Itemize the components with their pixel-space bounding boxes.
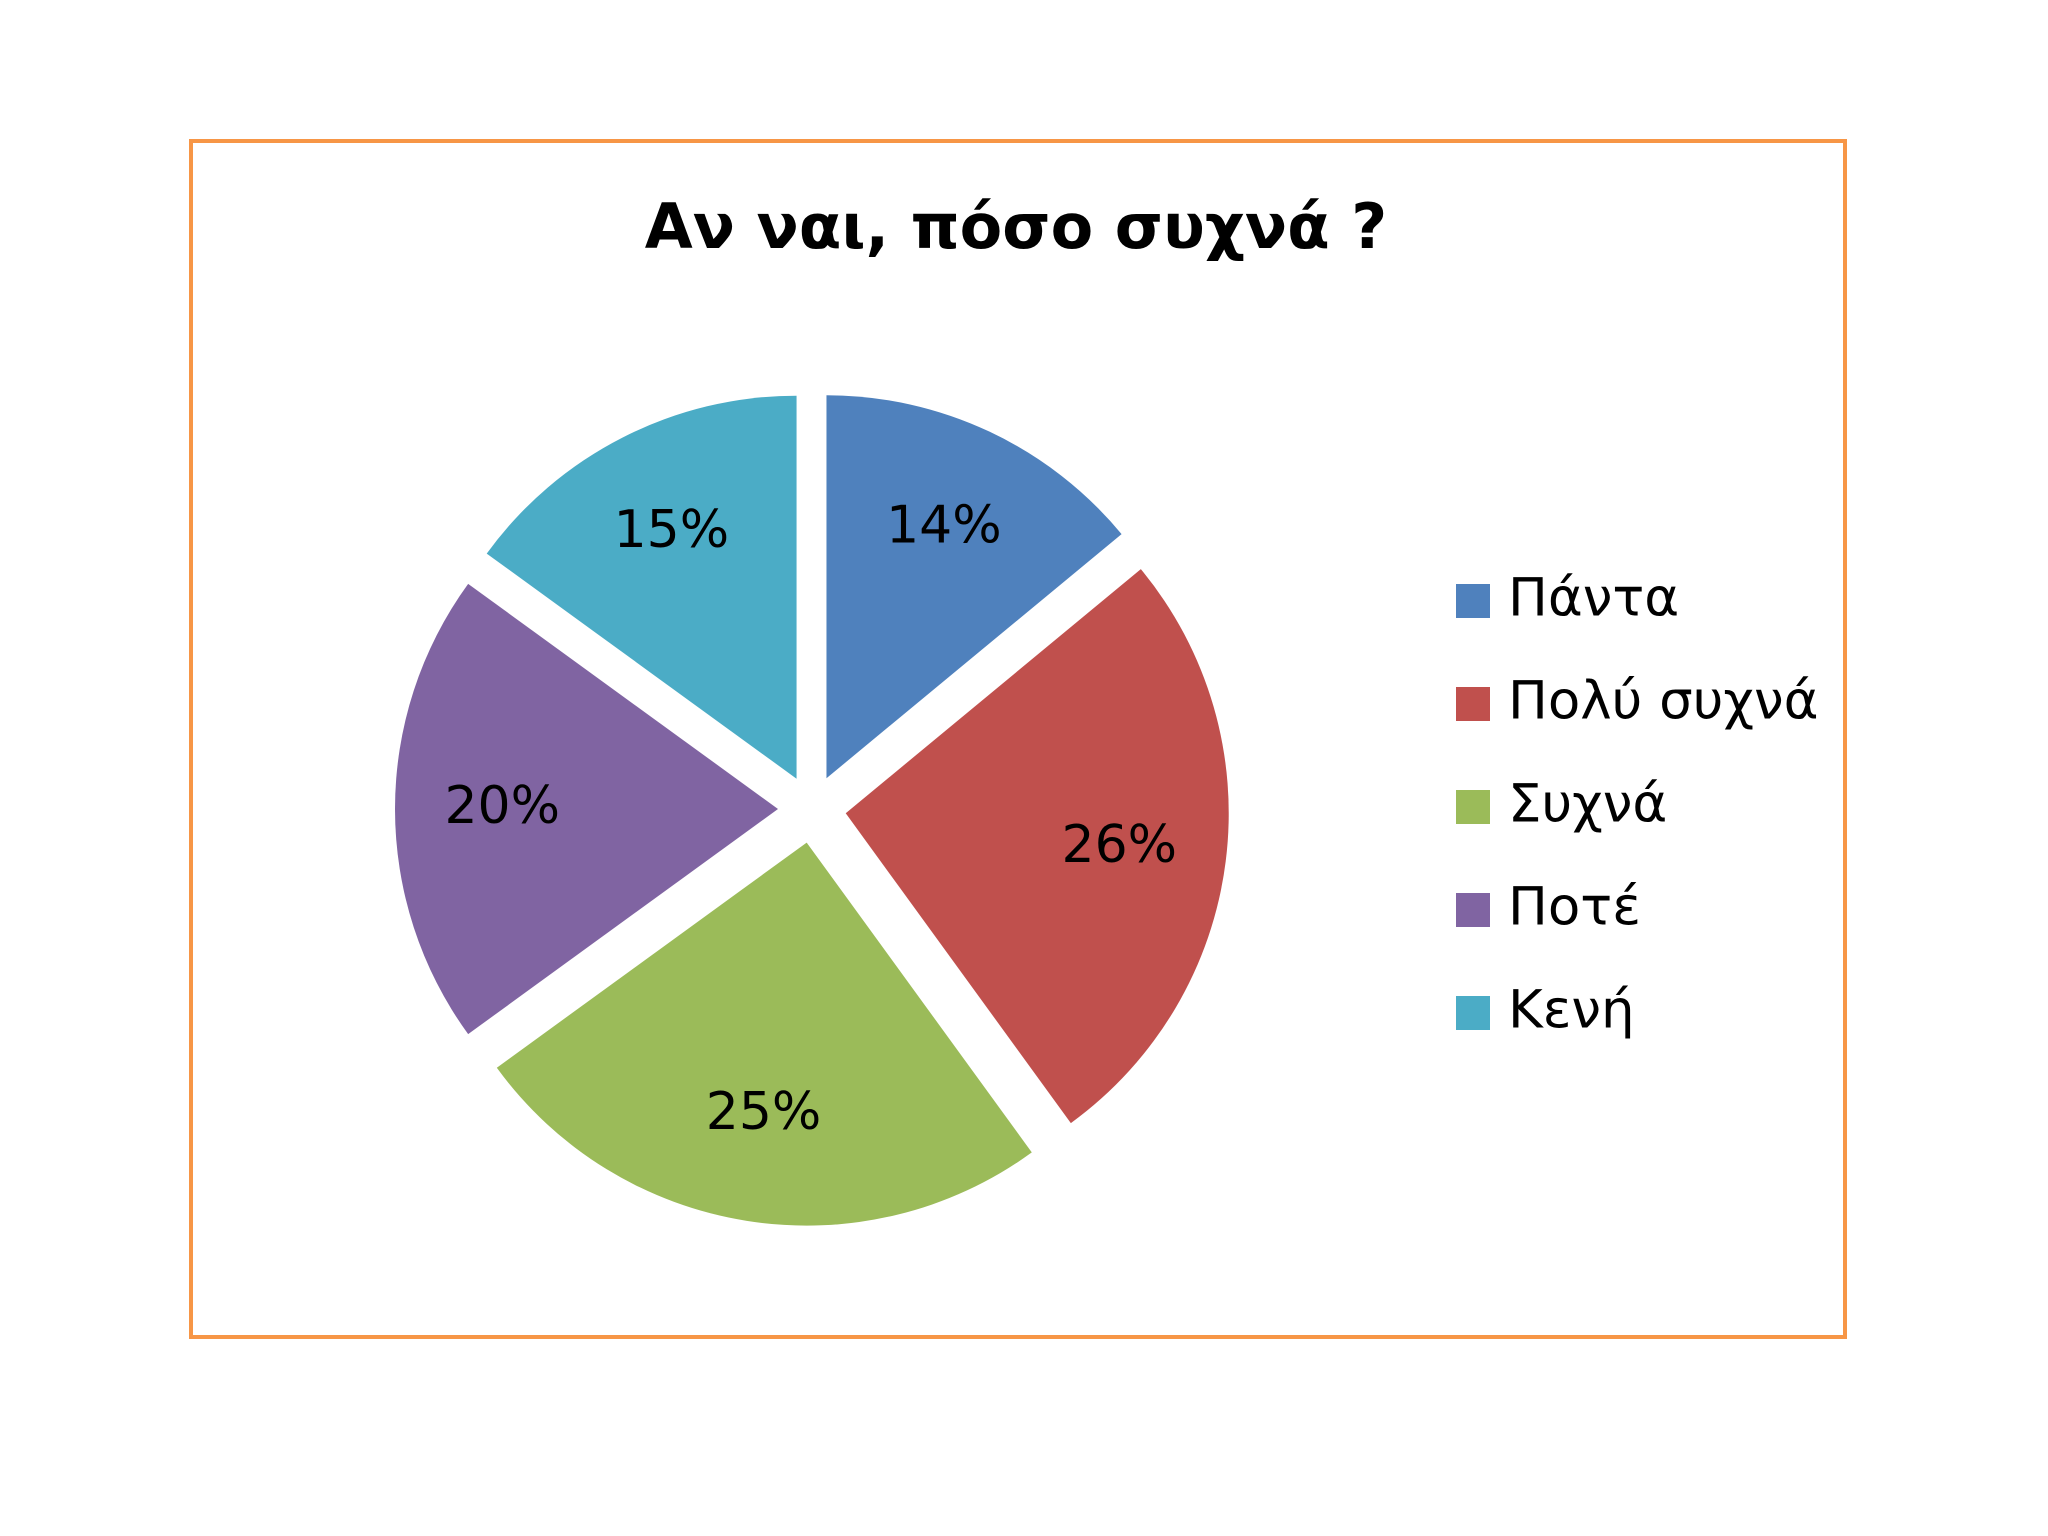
pie-slice <box>845 569 1229 1124</box>
pie-slice <box>826 395 1122 779</box>
legend-label: Ποτέ <box>1508 877 1641 938</box>
legend-swatch <box>1456 790 1490 824</box>
chart-title: Αν ναι, πόσο συχνά ? <box>645 190 1388 263</box>
data-label: 26% <box>1062 815 1178 875</box>
legend-label: Πάντα <box>1508 568 1679 629</box>
pie-slice <box>496 842 1032 1226</box>
legend-label: Κενή <box>1508 980 1635 1041</box>
legend-swatch <box>1456 584 1490 618</box>
pie-slice <box>486 395 797 779</box>
data-label: 15% <box>614 500 730 560</box>
legend-swatch <box>1456 893 1490 927</box>
legend-swatch <box>1456 687 1490 721</box>
legend-label: Συχνά <box>1508 774 1667 835</box>
legend-swatch <box>1456 996 1490 1030</box>
legend-label: Πολύ συχνά <box>1508 671 1819 732</box>
data-label: 25% <box>706 1082 822 1142</box>
pie-slice <box>395 583 778 1035</box>
data-label: 20% <box>444 776 560 836</box>
data-label: 14% <box>886 496 1002 556</box>
